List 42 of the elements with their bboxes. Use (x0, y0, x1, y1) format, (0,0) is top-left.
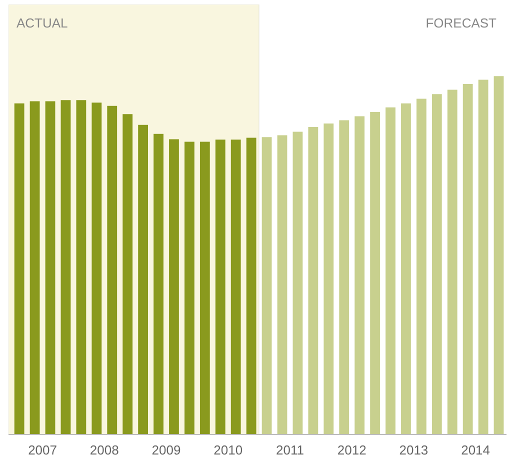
bar (30, 101, 40, 434)
bar (308, 127, 318, 434)
text: FORECAST (426, 16, 497, 30)
bar (60, 100, 71, 434)
x-tick-label: 2012 (337, 442, 366, 458)
bar (478, 80, 488, 434)
bar (92, 102, 102, 434)
bar (246, 138, 256, 434)
x-tick-label: 2009 (152, 442, 181, 458)
bar (138, 124, 148, 434)
x-tick-label: 2007 (28, 442, 57, 458)
band-label: ACTUAL (16, 16, 68, 30)
bar (14, 103, 24, 434)
bar (184, 142, 194, 434)
bar (215, 140, 226, 434)
bar (432, 94, 442, 434)
bar (386, 107, 396, 434)
bar (200, 142, 210, 434)
bar (324, 123, 334, 434)
bar (76, 100, 86, 434)
bar (154, 134, 164, 434)
bar (339, 120, 350, 434)
bar (107, 106, 118, 434)
bar (262, 137, 272, 434)
bar (122, 114, 133, 434)
bar (277, 135, 288, 434)
bar (416, 98, 426, 434)
bar (462, 84, 473, 434)
x-tick-label: 2011 (276, 442, 304, 458)
bar (354, 116, 365, 434)
bar (447, 90, 458, 434)
bar (494, 76, 504, 434)
bar (230, 140, 241, 434)
x-tick-label: 2014 (461, 442, 490, 458)
bar (292, 132, 303, 434)
x-tick-label: 2013 (399, 442, 428, 458)
bar (370, 112, 380, 434)
bar (401, 103, 411, 434)
x-tick-label: 2010 (214, 442, 243, 458)
bar (45, 101, 56, 434)
bar (169, 139, 179, 434)
x-tick-label: 2008 (90, 442, 119, 458)
